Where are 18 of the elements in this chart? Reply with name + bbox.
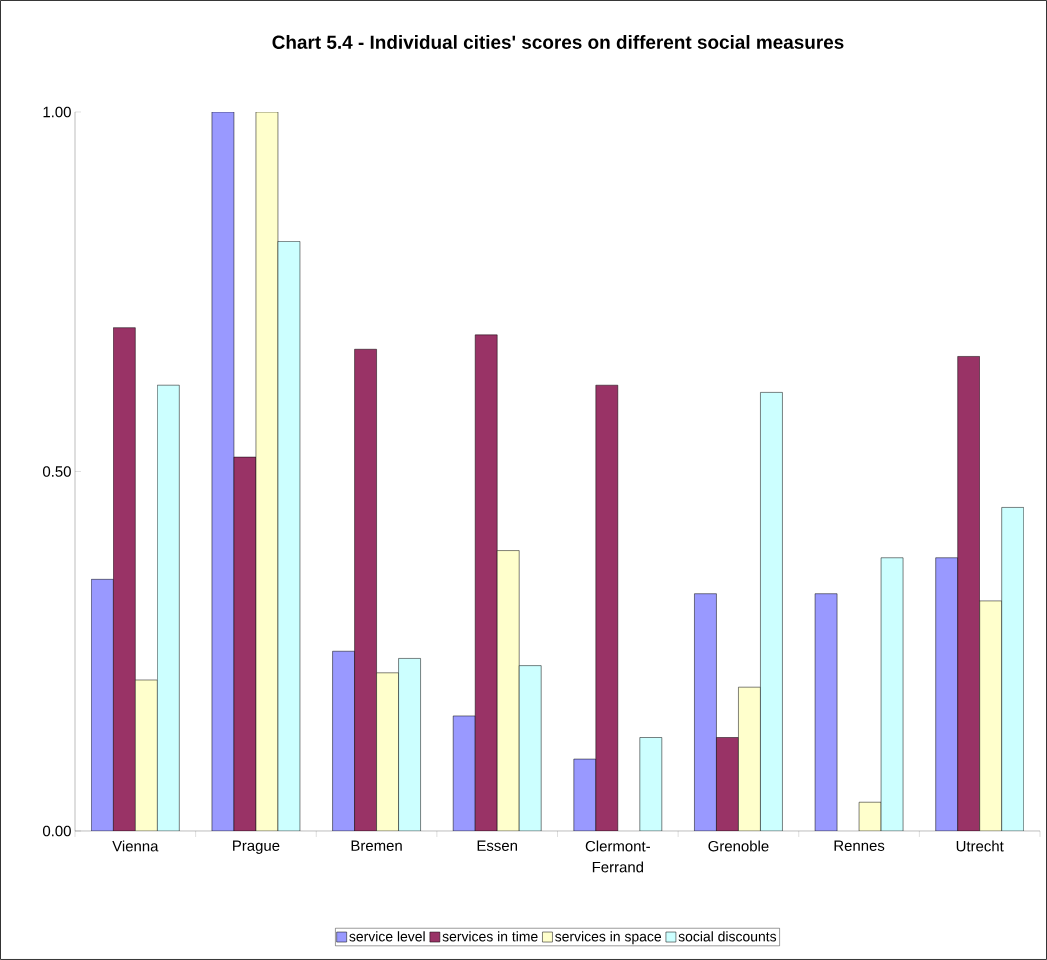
y-tick-label: 0.50: [42, 466, 71, 477]
x-tick-label: Essen: [477, 840, 517, 851]
x-tick-label: Clermont-Ferrand: [585, 840, 650, 873]
legend-label: social discounts: [678, 931, 777, 942]
bar: [639, 737, 663, 831]
y-tick-label: 1.00: [43, 106, 71, 118]
x-tick-label: Prague: [233, 840, 280, 854]
x-tick-label: Vienna: [112, 840, 159, 852]
bar: [814, 593, 838, 831]
legend-label: services in time: [442, 931, 538, 942]
x-tick-label: Rennes: [834, 840, 885, 851]
legend-label: services in space: [555, 931, 662, 945]
chart-title: Chart 5.4 - Individual cities' scores on different social measures: [272, 35, 844, 49]
x-tick-label: Grenoble: [708, 840, 769, 852]
legend-label: service level: [349, 931, 425, 942]
x-tick-label: Utrecht: [956, 840, 1004, 852]
x-tick-label: Bremen: [351, 840, 402, 851]
y-tick-label: 0.00: [42, 825, 71, 837]
